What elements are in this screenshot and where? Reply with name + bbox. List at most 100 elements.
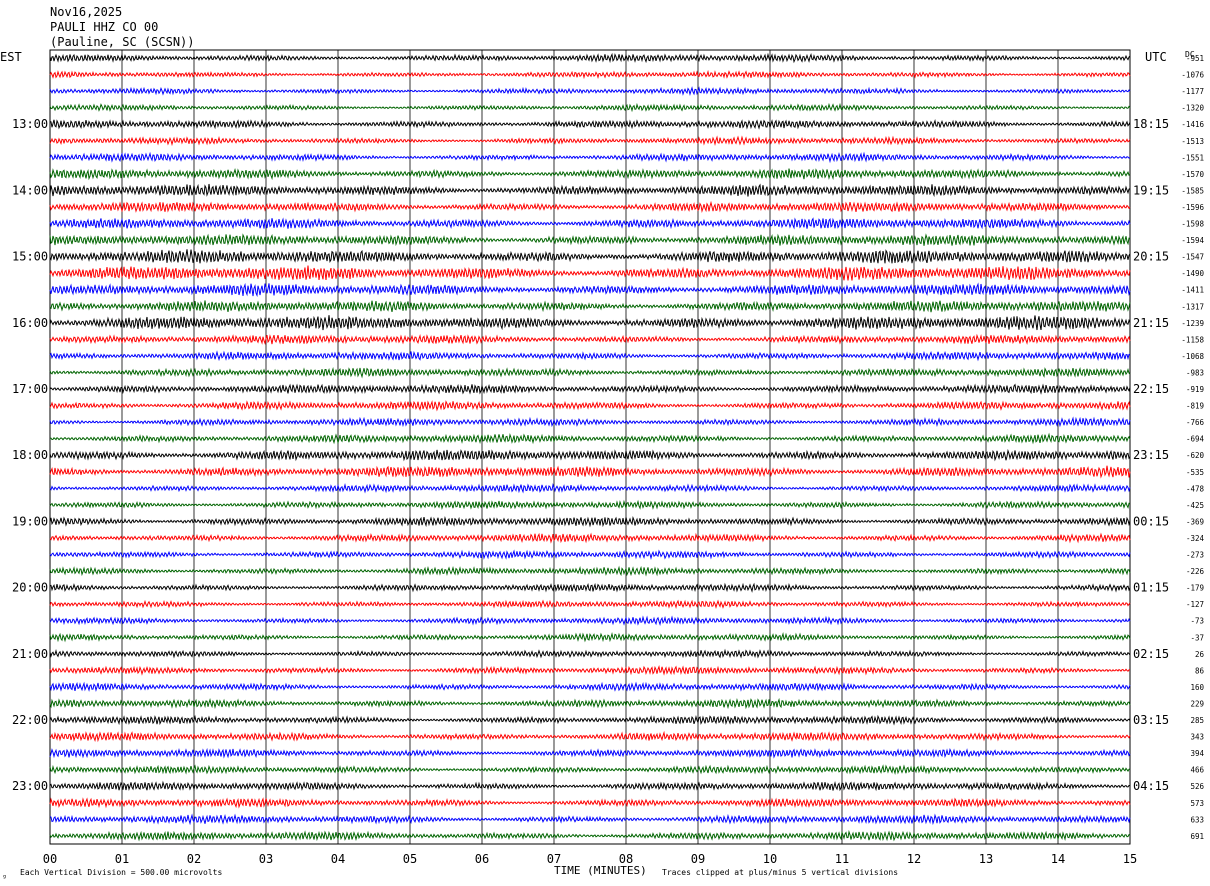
seismic-trace [49, 400, 1131, 412]
dc-offset-label: 573 [1190, 799, 1204, 808]
x-tick-label: 15 [1123, 852, 1137, 866]
header-station: PAULI HHZ CO 00 [50, 20, 158, 34]
left-hour-label: 18:00 [12, 448, 48, 462]
seismic-trace [49, 714, 1131, 726]
seismic-trace [49, 615, 1131, 626]
x-tick-label: 05 [403, 852, 417, 866]
dc-offset-label: -226 [1186, 567, 1205, 576]
seismic-trace [49, 183, 1131, 198]
right-hour-label: 21:15 [1133, 316, 1169, 330]
x-tick-label: 06 [475, 852, 489, 866]
dc-offset-label: -1551 [1181, 153, 1204, 162]
dc-offset-label: 160 [1190, 683, 1204, 692]
seismic-trace [49, 315, 1131, 331]
dc-offset-label: -369 [1186, 517, 1204, 526]
right-hour-label: 03:15 [1133, 713, 1169, 727]
dc-offset-label: -1320 [1181, 104, 1204, 113]
scale-note: Each Vertical Division = 500.00 microvol… [20, 868, 222, 877]
plot-frame [49, 49, 1131, 845]
dc-offset-label: -766 [1186, 418, 1205, 427]
dc-offset-label: -535 [1186, 468, 1204, 477]
left-hour-label: 13:00 [12, 117, 48, 131]
dc-offset-label: 466 [1190, 766, 1204, 775]
x-tick-label: 04 [331, 852, 345, 866]
right-hour-label: 22:15 [1133, 382, 1169, 396]
seismic-trace [49, 350, 1131, 362]
seismic-trace [49, 764, 1131, 776]
x-tick-label: 01 [115, 852, 129, 866]
dc-offset-label: -425 [1186, 501, 1204, 510]
seismic-trace [49, 829, 1131, 842]
x-tick-label: 00 [43, 852, 57, 866]
right-timezone-label: UTC [1145, 50, 1167, 64]
dc-offset-label: -179 [1186, 584, 1204, 593]
x-tick-label: 02 [187, 852, 201, 866]
dc-offset-label: -1416 [1181, 120, 1204, 129]
seismic-trace [49, 135, 1131, 147]
seismic-trace [49, 366, 1131, 379]
seismic-trace [50, 432, 1131, 445]
dc-offset-label: 285 [1190, 716, 1204, 725]
x-tick-label: 09 [691, 852, 705, 866]
header-date: Nov16,2025 [50, 5, 122, 19]
dc-column-label: DC [1185, 50, 1195, 59]
seismic-trace [49, 747, 1131, 759]
left-timezone-label: EST [0, 50, 22, 64]
seismic-trace [49, 499, 1131, 511]
seismic-trace [49, 168, 1131, 181]
seismic-trace [49, 233, 1131, 247]
dc-offset-label: -1239 [1181, 319, 1204, 328]
dc-offset-label: 394 [1190, 749, 1204, 758]
seismic-trace [49, 217, 1131, 230]
x-tick-label: 03 [259, 852, 273, 866]
right-hour-label: 04:15 [1133, 779, 1169, 793]
dc-offset-label: -1177 [1181, 87, 1204, 96]
dc-offset-label: -1317 [1181, 302, 1204, 311]
seismic-trace [49, 52, 1131, 64]
dc-offset-label: -273 [1186, 551, 1204, 560]
dc-offset-label: -73 [1190, 617, 1204, 626]
left-hour-label: 14:00 [12, 183, 48, 197]
seismic-trace [49, 599, 1131, 609]
seismic-trace [49, 565, 1131, 577]
seismic-trace [49, 249, 1131, 264]
seismic-trace [49, 780, 1131, 792]
dc-offset-label: -1490 [1181, 269, 1204, 278]
dc-offset-label: 691 [1190, 832, 1204, 841]
seismic-trace [49, 465, 1131, 479]
dc-offset-label: 633 [1190, 815, 1204, 824]
dc-offset-label: -620 [1186, 451, 1205, 460]
dc-offset-label: -1547 [1181, 253, 1204, 262]
right-hour-label: 20:15 [1133, 250, 1169, 264]
dc-offset-label: 86 [1195, 666, 1205, 675]
left-hour-label: 19:00 [12, 514, 48, 528]
right-hour-label: 01:15 [1133, 581, 1169, 595]
seismic-trace [49, 69, 1131, 80]
dc-offset-label: -1158 [1181, 335, 1204, 344]
dc-offset-label: -919 [1186, 385, 1204, 394]
header-location: (Pauline, SC (SCSN)) [50, 35, 195, 49]
seismic-trace [49, 118, 1131, 130]
seismic-trace [49, 300, 1131, 313]
seismic-trace [49, 665, 1131, 676]
seismic-trace [49, 797, 1131, 809]
x-axis-title: TIME (MINUTES) [554, 864, 647, 877]
x-tick-label: 10 [763, 852, 777, 866]
dc-offset-label: -37 [1190, 633, 1204, 642]
seismic-trace [49, 383, 1131, 395]
dc-offset-label: -1411 [1181, 286, 1204, 295]
dc-offset-label: -1585 [1181, 186, 1204, 195]
right-hour-label: 19:15 [1133, 183, 1169, 197]
dc-offset-label: -324 [1186, 534, 1205, 543]
left-hour-label: 22:00 [12, 713, 48, 727]
x-tick-label: 08 [619, 852, 633, 866]
seismic-trace [49, 102, 1131, 113]
dc-offset-label: -1076 [1181, 71, 1204, 80]
left-hour-label: 16:00 [12, 316, 48, 330]
seismic-trace [49, 648, 1131, 659]
dc-offset-label: -1570 [1181, 170, 1204, 179]
seismic-trace [49, 632, 1131, 643]
seismic-trace [49, 516, 1131, 528]
seismic-trace [49, 549, 1131, 560]
